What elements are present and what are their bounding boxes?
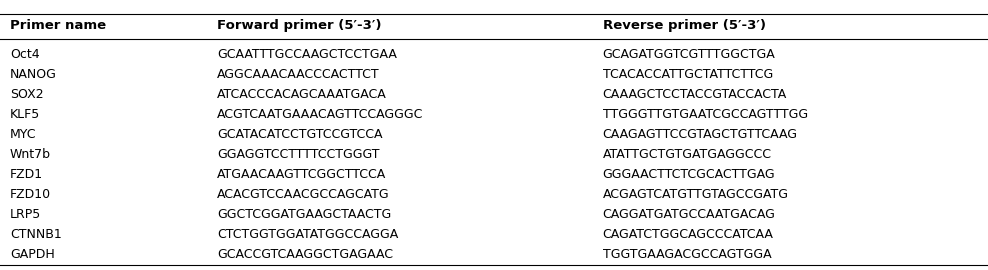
Text: GCAGATGGTCGTTTGGCTGA: GCAGATGGTCGTTTGGCTGA [603, 48, 776, 60]
Text: SOX2: SOX2 [10, 87, 43, 101]
Text: ATATTGCTGTGATGAGGCCC: ATATTGCTGTGATGAGGCCC [603, 148, 772, 161]
Text: CAGATCTGGCAGCCCATCAA: CAGATCTGGCAGCCCATCAA [603, 228, 774, 241]
Text: TCACACCATTGCTATTCTTCG: TCACACCATTGCTATTCTTCG [603, 68, 773, 80]
Text: FZD1: FZD1 [10, 168, 43, 181]
Text: GCATACATCCTGTCCGTCCA: GCATACATCCTGTCCGTCCA [217, 128, 383, 141]
Text: ATCACCCACAGCAAATGACA: ATCACCCACAGCAAATGACA [217, 87, 387, 101]
Text: GGGAACTTCTCGCACTTGAG: GGGAACTTCTCGCACTTGAG [603, 168, 776, 181]
Text: CTCTGGTGGATATGGCCAGGA: CTCTGGTGGATATGGCCAGGA [217, 228, 398, 241]
Text: Reverse primer (5′-3′): Reverse primer (5′-3′) [603, 19, 766, 32]
Text: CAAGAGTTCCGTAGCTGTTCAAG: CAAGAGTTCCGTAGCTGTTCAAG [603, 128, 797, 141]
Text: ACGAGTCATGTTGTAGCCGATG: ACGAGTCATGTTGTAGCCGATG [603, 188, 788, 201]
Text: FZD10: FZD10 [10, 188, 51, 201]
Text: KLF5: KLF5 [10, 108, 41, 121]
Text: CAAAGCTCCTACCGTACCACTA: CAAAGCTCCTACCGTACCACTA [603, 87, 786, 101]
Text: GCAATTTGCCAAGCTCCTGAA: GCAATTTGCCAAGCTCCTGAA [217, 48, 397, 60]
Text: TGGTGAAGACGCCAGTGGA: TGGTGAAGACGCCAGTGGA [603, 248, 772, 261]
Text: NANOG: NANOG [10, 68, 56, 80]
Text: CAGGATGATGCCAATGACAG: CAGGATGATGCCAATGACAG [603, 208, 776, 221]
Text: LRP5: LRP5 [10, 208, 41, 221]
Text: TTGGGTTGTGAATCGCCAGTTTGG: TTGGGTTGTGAATCGCCAGTTTGG [603, 108, 808, 121]
Text: GAPDH: GAPDH [10, 248, 54, 261]
Text: Forward primer (5′-3′): Forward primer (5′-3′) [217, 19, 381, 32]
Text: GGCTCGGATGAAGCTAACTG: GGCTCGGATGAAGCTAACTG [217, 208, 391, 221]
Text: GGAGGTCCTTTTCCTGGGT: GGAGGTCCTTTTCCTGGGT [217, 148, 379, 161]
Text: Wnt7b: Wnt7b [10, 148, 50, 161]
Text: CTNNB1: CTNNB1 [10, 228, 61, 241]
Text: GCACCGTCAAGGCTGAGAAC: GCACCGTCAAGGCTGAGAAC [217, 248, 393, 261]
Text: AGGCAAACAACCCACTTCT: AGGCAAACAACCCACTTCT [217, 68, 380, 80]
Text: MYC: MYC [10, 128, 37, 141]
Text: ATGAACAAGTTCGGCTTCCA: ATGAACAAGTTCGGCTTCCA [217, 168, 386, 181]
Text: ACGTCAATGAAACAGTTCCAGGGC: ACGTCAATGAAACAGTTCCAGGGC [217, 108, 424, 121]
Text: ACACGTCCAACGCCAGCATG: ACACGTCCAACGCCAGCATG [217, 188, 390, 201]
Text: Primer name: Primer name [10, 19, 106, 32]
Text: Oct4: Oct4 [10, 48, 40, 60]
